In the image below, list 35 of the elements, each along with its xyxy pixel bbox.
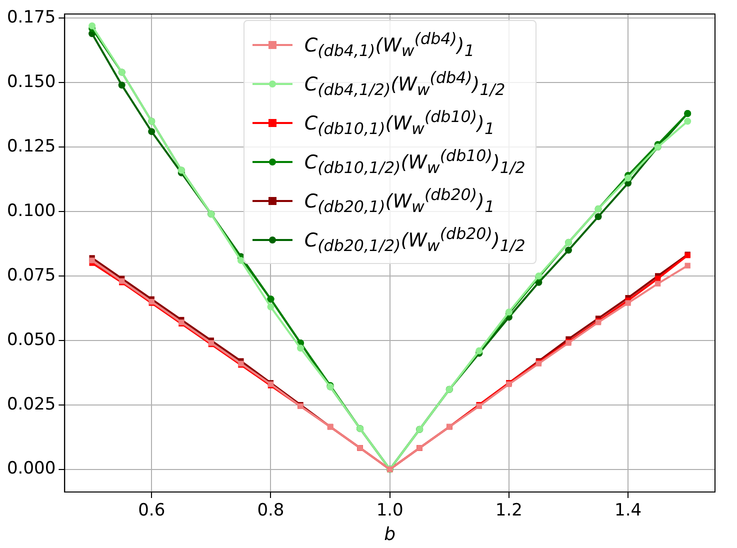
x-tick-label: 1.2 xyxy=(495,500,522,521)
point xyxy=(297,344,304,352)
point xyxy=(237,256,244,264)
legend-label: C$_{(db20,1/2)}$(W$_{w}$$^{(db20)}$)$_{1/2}$ xyxy=(304,224,526,256)
point xyxy=(594,213,602,220)
point xyxy=(655,280,661,287)
point xyxy=(88,22,96,30)
point xyxy=(625,300,631,306)
legend-label: C$_{(db10,1)}$(W$_{w}$$^{(db10)}$)$_{1}$ xyxy=(304,106,495,138)
point xyxy=(655,276,661,282)
point xyxy=(118,82,126,89)
x-tick-label: 1.4 xyxy=(614,500,642,521)
point xyxy=(684,262,690,268)
point xyxy=(89,258,95,264)
y-tick-label: 0.175 xyxy=(6,8,56,28)
y-tick-label: 0.025 xyxy=(6,394,56,414)
y-tick-label: 0.125 xyxy=(6,136,56,156)
point xyxy=(684,118,692,125)
legend-label: C$_{(db20,1)}$(W$_{w}$$^{(db20)}$)$_{1}$ xyxy=(304,184,495,216)
point xyxy=(624,174,632,182)
x-axis-title: b xyxy=(384,524,396,545)
legend-label: C$_{(db4,1)}$(W$_{w}$$^{(db4)}$)$_{1}$ xyxy=(304,28,474,60)
x-tick-label: 0.8 xyxy=(257,500,284,521)
y-tick-label: 0.075 xyxy=(6,265,56,286)
y-tick-label: 0.100 xyxy=(6,200,56,221)
y-tick-label: 0.150 xyxy=(6,72,56,92)
point xyxy=(267,303,274,310)
x-tick-label: 1.0 xyxy=(376,500,404,521)
legend-label: C$_{(db10,1/2)}$(W$_{w}$$^{(db10)}$)$_{1/2}$ xyxy=(304,146,526,178)
y-tick-label: 0.050 xyxy=(6,330,56,350)
y-tick-label: 0.000 xyxy=(6,458,56,479)
legend-label: C$_{(db4,1/2)}$(W$_{w}$$^{(db4)}$)$_{1/2}$ xyxy=(304,68,506,100)
point xyxy=(148,128,156,136)
x-tick-label: 0.6 xyxy=(138,500,166,521)
point xyxy=(564,246,572,254)
